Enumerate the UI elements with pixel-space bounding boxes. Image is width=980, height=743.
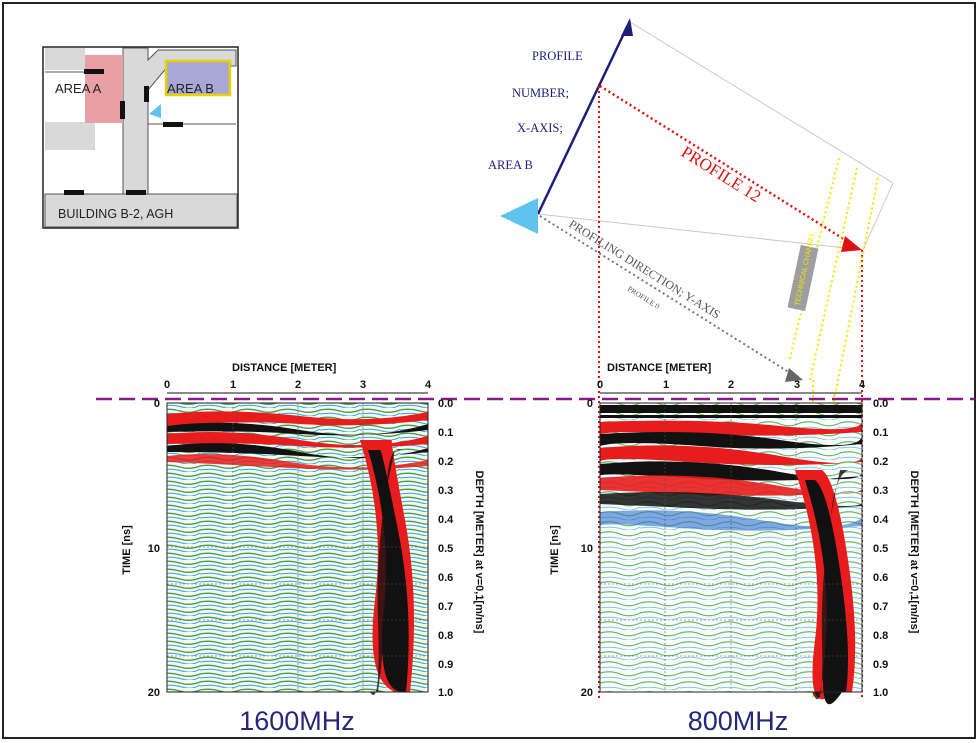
area-a-region — [85, 55, 123, 123]
radargram-800 — [599, 392, 863, 705]
left-depth-tick-5: 0.5 — [438, 543, 453, 555]
left-time-label: TIME [ns] — [121, 525, 133, 575]
axis-label-line-3: X-AXIS; — [517, 121, 563, 135]
right-x-tick-2: 2 — [728, 379, 734, 391]
profile-number-axis — [536, 26, 629, 215]
left-depth-tick-9: 0.9 — [438, 659, 453, 671]
left-x-tick-3: 3 — [360, 379, 366, 391]
profile-12-arrowhead-icon — [841, 236, 862, 252]
radargram-1600 — [166, 392, 429, 695]
building-label: BUILDING B-2, AGH — [58, 207, 173, 221]
direction-arrowhead-icon — [785, 368, 803, 382]
left-time-tick-20: 20 — [148, 687, 160, 699]
left-depth-tick-3: 0.3 — [438, 485, 453, 497]
area-b-label: AREA B — [167, 81, 214, 96]
left-depth-tick-0: 0.0 — [438, 398, 453, 410]
axis-arrowhead-icon — [621, 18, 633, 36]
right-x-tick-3: 3 — [794, 379, 800, 391]
right-x-title: DISTANCE [METER] — [607, 362, 712, 374]
right-depth-tick-6: 0.6 — [873, 572, 888, 584]
left-depth-tick-8: 0.8 — [438, 630, 453, 642]
area-b-survey-grid — [537, 21, 894, 251]
left-time-tick-10: 10 — [148, 543, 160, 555]
right-x-tick-4: 4 — [859, 379, 866, 391]
right-frequency-label: 800MHz — [688, 706, 789, 736]
right-depth-tick-10: 1.0 — [873, 687, 888, 699]
right-depth-tick-3: 0.3 — [873, 485, 888, 497]
left-x-tick-1: 1 — [230, 379, 236, 391]
right-depth-tick-9: 0.9 — [873, 659, 888, 671]
right-depth-tick-8: 0.8 — [873, 630, 888, 642]
right-x-tick-1: 1 — [663, 379, 669, 391]
technical-channel-box — [787, 244, 819, 312]
map-position-marker — [149, 104, 161, 118]
left-x-title: DISTANCE [METER] — [232, 362, 337, 374]
right-depth-label: DEPTH [METER] at v=0,1[m/ns] — [908, 471, 920, 634]
left-time-tick-0: 0 — [154, 398, 160, 410]
radargram-1600-reflections — [167, 411, 428, 695]
left-depth-tick-4: 0.4 — [438, 514, 454, 526]
start-marker-icon — [500, 198, 538, 234]
axis-label-line-4: AREA B — [488, 158, 533, 172]
axis-label-line-1: PROFILE — [532, 49, 583, 63]
left-frequency-label: 1600MHz — [239, 706, 355, 736]
right-depth-tick-2: 0.2 — [873, 456, 888, 468]
area-b-region — [164, 59, 232, 97]
profiling-direction-axis — [539, 215, 796, 377]
area-a-label: AREA A — [55, 81, 102, 96]
left-depth-tick-2: 0.2 — [438, 456, 453, 468]
right-depth-tick-4: 0.4 — [873, 514, 889, 526]
left-depth-tick-10: 1.0 — [438, 687, 453, 699]
left-x-tick-2: 2 — [295, 379, 301, 391]
left-x-tick-0: 0 — [164, 379, 170, 391]
map-gray-block-left — [45, 122, 95, 150]
right-depth-tick-1: 0.1 — [873, 427, 888, 439]
profile-12-line — [599, 84, 851, 245]
building-map — [42, 46, 239, 229]
right-time-tick-10: 10 — [581, 543, 593, 555]
map-gray-block-top — [45, 48, 85, 70]
right-depth-tick-5: 0.5 — [873, 543, 888, 555]
left-depth-label: DEPTH [METER] at v=0,1[m/ns] — [473, 471, 485, 634]
right-depth-tick-0: 0.0 — [873, 398, 888, 410]
left-depth-tick-6: 0.6 — [438, 572, 453, 584]
axis-label-line-2: NUMBER; — [512, 86, 569, 100]
left-depth-tick-1: 0.1 — [438, 427, 453, 439]
right-x-tick-0: 0 — [597, 379, 603, 391]
left-depth-tick-7: 0.7 — [438, 601, 453, 613]
profiling-direction-label: PROFILING DIRECTION; Y-AXIS — [566, 217, 722, 322]
map-bottom-strip — [44, 193, 238, 228]
right-depth-tick-7: 0.7 — [873, 601, 888, 613]
left-x-tick-4: 4 — [425, 379, 432, 391]
right-time-tick-0: 0 — [587, 398, 593, 410]
right-time-tick-20: 20 — [581, 687, 593, 699]
right-time-label: TIME [ns] — [549, 525, 561, 575]
